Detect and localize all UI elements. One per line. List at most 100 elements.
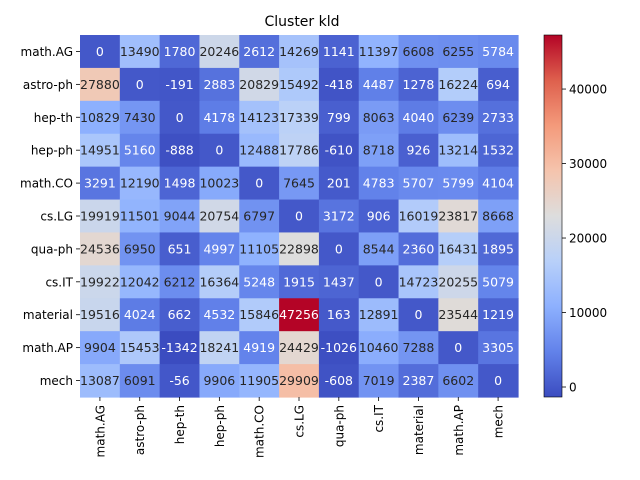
cell-value-label: 24536 xyxy=(80,241,120,256)
cell-value-label: 10023 xyxy=(199,176,239,191)
heatmap-cell xyxy=(478,265,519,299)
heatmap-cell xyxy=(478,67,519,102)
cell-value-label: 2883 xyxy=(203,77,235,92)
cell-value-label: 4487 xyxy=(363,77,395,92)
heatmap-cell xyxy=(239,199,280,234)
x-tick-label: qua-ph xyxy=(332,405,346,447)
heatmap-cell xyxy=(478,331,519,365)
heatmap-cell xyxy=(358,166,400,201)
cell-value-label: 5160 xyxy=(124,143,156,158)
cell-value-label: 1437 xyxy=(323,274,355,289)
x-tick-label: cs.IT xyxy=(372,404,386,432)
heatmap-cell xyxy=(239,133,280,168)
heatmap-cell xyxy=(398,364,439,398)
y-axis-ticks: math.AG astro-ph hep-th hep-ph math.CO cs.LG q… xyxy=(20,45,80,388)
cell-value-label: 906 xyxy=(367,209,391,224)
cell-value-label: 201 xyxy=(327,176,351,191)
cell-value-label: 14723 xyxy=(399,274,439,289)
cell-value-label: -418 xyxy=(325,77,353,92)
heatmap-cell xyxy=(438,133,479,168)
cell-value-label: 22898 xyxy=(279,241,319,256)
heatmap-cell xyxy=(398,265,439,299)
cell-value-label: 16364 xyxy=(199,274,239,289)
heatmap-cell xyxy=(358,232,400,266)
cell-value-label: 9044 xyxy=(164,209,196,224)
heatmap-cell xyxy=(159,298,201,332)
heatmap-cell xyxy=(318,166,360,201)
heatmap-cell xyxy=(279,35,320,69)
heatmap-cell xyxy=(159,67,201,102)
heatmap-cell xyxy=(199,331,240,365)
heatmap-cell xyxy=(398,100,439,135)
cell-value-label: 6797 xyxy=(243,209,275,224)
heatmap-cell xyxy=(119,331,161,365)
cell-value-label: 24429 xyxy=(279,340,319,355)
cell-value-label: 11905 xyxy=(239,373,279,388)
x-tick-label: math.AP xyxy=(452,405,466,456)
cell-value-label: 3291 xyxy=(84,176,116,191)
heatmap-cell xyxy=(80,265,121,299)
cell-value-label: 0 xyxy=(255,176,263,191)
cell-value-label: 20246 xyxy=(199,44,239,59)
cell-value-label: 6950 xyxy=(124,241,156,256)
cell-value-label: 5707 xyxy=(403,176,435,191)
heatmap-cell xyxy=(159,133,201,168)
heatmap-cell xyxy=(80,331,121,365)
cell-value-label: 1141 xyxy=(323,44,355,59)
y-tick-label: math.AP xyxy=(22,341,73,355)
cell-value-label: 8544 xyxy=(363,241,395,256)
heatmap-cell xyxy=(239,298,280,332)
heatmap-cell xyxy=(239,35,280,69)
heatmap-cell xyxy=(318,199,360,234)
heatmap-cell xyxy=(438,35,479,69)
heatmap-cell xyxy=(80,364,121,398)
colorbar xyxy=(543,34,563,398)
cell-value-label: 0 xyxy=(96,44,104,59)
heatmap-cell xyxy=(438,100,479,135)
cell-value-label: 20829 xyxy=(239,77,279,92)
cell-value-label: 6212 xyxy=(164,274,196,289)
cell-value-label: 6239 xyxy=(442,110,474,125)
heatmap-cell xyxy=(478,298,519,332)
heatmap-cell xyxy=(358,35,400,69)
cell-value-label: 3305 xyxy=(482,340,514,355)
heatmap-cell xyxy=(159,199,201,234)
heatmap-cell xyxy=(478,166,519,201)
cell-value-label: 4919 xyxy=(243,340,275,355)
heatmap-cell xyxy=(119,166,161,201)
heatmap-cell xyxy=(318,331,360,365)
heatmap-cell xyxy=(159,232,201,266)
heatmap-cell xyxy=(279,364,320,398)
cell-value-label: 13087 xyxy=(80,373,120,388)
cell-value-label: 2387 xyxy=(403,373,435,388)
heatmap-cell xyxy=(398,232,439,266)
cell-value-label: 16431 xyxy=(438,241,478,256)
cell-value-label: 0 xyxy=(335,241,343,256)
heatmap-cell xyxy=(199,133,240,168)
cell-value-label: 11105 xyxy=(239,241,279,256)
cell-value-label: 7645 xyxy=(283,176,315,191)
chart-title: Cluster kld xyxy=(264,14,339,30)
cell-value-label: 27880 xyxy=(80,77,120,92)
cell-value-label: 4997 xyxy=(203,241,235,256)
heatmap-cell xyxy=(239,100,280,135)
heatmap-cell xyxy=(119,67,161,102)
cell-value-label: 11397 xyxy=(359,44,399,59)
heatmap-cell xyxy=(159,100,201,135)
heatmap-cell xyxy=(199,298,240,332)
cell-value-label: -191 xyxy=(165,77,193,92)
heatmap-cell xyxy=(358,199,400,234)
heatmap-cell xyxy=(358,100,400,135)
heatmap-cell xyxy=(199,67,240,102)
heatmap-cell xyxy=(358,364,400,398)
heatmap-cell xyxy=(318,298,360,332)
heatmap-cell xyxy=(119,265,161,299)
cell-value-label: 6602 xyxy=(442,373,474,388)
heatmap-cell xyxy=(478,199,519,234)
cell-value-label: 0 xyxy=(136,77,144,92)
heatmap-cell xyxy=(279,199,320,234)
cell-value-label: 4783 xyxy=(363,176,395,191)
cell-value-label: 15492 xyxy=(279,77,319,92)
y-tick-label: cs.LG xyxy=(40,210,73,224)
heatmap-cell xyxy=(478,100,519,135)
